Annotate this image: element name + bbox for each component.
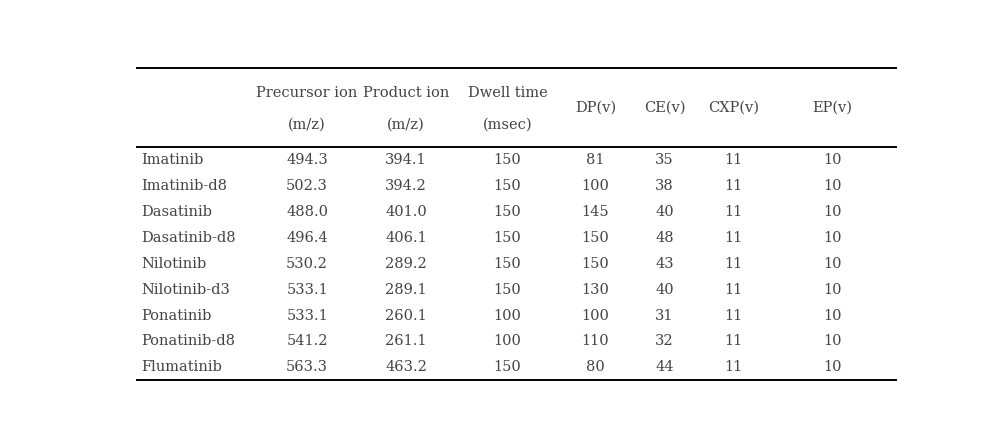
- Text: 260.1: 260.1: [385, 308, 427, 322]
- Text: 35: 35: [655, 153, 674, 167]
- Text: 31: 31: [655, 308, 674, 322]
- Text: 10: 10: [823, 153, 841, 167]
- Text: (m/z): (m/z): [387, 118, 425, 132]
- Text: 10: 10: [823, 179, 841, 193]
- Text: 289.2: 289.2: [385, 257, 427, 271]
- Text: Imatinib-d8: Imatinib-d8: [141, 179, 227, 193]
- Text: Ponatinib: Ponatinib: [141, 308, 212, 322]
- Text: 150: 150: [494, 257, 521, 271]
- Text: 494.3: 494.3: [286, 153, 328, 167]
- Text: 150: 150: [582, 231, 609, 245]
- Text: 11: 11: [724, 308, 742, 322]
- Text: 406.1: 406.1: [385, 231, 427, 245]
- Text: 150: 150: [494, 283, 521, 297]
- Text: 11: 11: [724, 335, 742, 349]
- Text: 502.3: 502.3: [286, 179, 328, 193]
- Text: 394.2: 394.2: [385, 179, 427, 193]
- Text: 496.4: 496.4: [286, 231, 328, 245]
- Text: 530.2: 530.2: [286, 257, 328, 271]
- Text: 10: 10: [823, 335, 841, 349]
- Text: 10: 10: [823, 257, 841, 271]
- Text: 150: 150: [494, 153, 521, 167]
- Text: Product ion: Product ion: [363, 86, 449, 100]
- Text: 463.2: 463.2: [385, 360, 427, 374]
- Text: 401.0: 401.0: [385, 205, 427, 219]
- Text: Nilotinib-d3: Nilotinib-d3: [141, 283, 230, 297]
- Text: CE(v): CE(v): [644, 100, 685, 114]
- Text: (m/z): (m/z): [288, 118, 326, 132]
- Text: EP(v): EP(v): [812, 100, 852, 114]
- Text: 11: 11: [724, 205, 742, 219]
- Text: 10: 10: [823, 283, 841, 297]
- Text: 11: 11: [724, 257, 742, 271]
- Text: CXP(v): CXP(v): [708, 100, 759, 114]
- Text: Dasatinib-d8: Dasatinib-d8: [141, 231, 236, 245]
- Text: Imatinib: Imatinib: [141, 153, 204, 167]
- Text: 145: 145: [582, 205, 609, 219]
- Text: 150: 150: [494, 205, 521, 219]
- Text: 150: 150: [582, 257, 609, 271]
- Text: 43: 43: [655, 257, 674, 271]
- Text: 150: 150: [494, 179, 521, 193]
- Text: 261.1: 261.1: [385, 335, 427, 349]
- Text: Ponatinib-d8: Ponatinib-d8: [141, 335, 235, 349]
- Text: 81: 81: [586, 153, 605, 167]
- Text: 394.1: 394.1: [385, 153, 427, 167]
- Text: 10: 10: [823, 231, 841, 245]
- Text: 10: 10: [823, 308, 841, 322]
- Text: 100: 100: [494, 335, 521, 349]
- Text: DP(v): DP(v): [575, 100, 616, 114]
- Text: Flumatinib: Flumatinib: [141, 360, 222, 374]
- Text: (msec): (msec): [483, 118, 532, 132]
- Text: 80: 80: [586, 360, 605, 374]
- Text: 100: 100: [581, 308, 609, 322]
- Text: 10: 10: [823, 205, 841, 219]
- Text: 38: 38: [655, 179, 674, 193]
- Text: 11: 11: [724, 360, 742, 374]
- Text: 150: 150: [494, 231, 521, 245]
- Text: 44: 44: [655, 360, 674, 374]
- Text: Dasatinib: Dasatinib: [141, 205, 212, 219]
- Text: 150: 150: [494, 360, 521, 374]
- Text: 130: 130: [581, 283, 609, 297]
- Text: Nilotinib: Nilotinib: [141, 257, 207, 271]
- Text: 11: 11: [724, 231, 742, 245]
- Text: Precursor ion: Precursor ion: [256, 86, 358, 100]
- Text: 11: 11: [724, 179, 742, 193]
- Text: Dwell time: Dwell time: [468, 86, 547, 100]
- Text: 563.3: 563.3: [286, 360, 328, 374]
- Text: 40: 40: [655, 205, 674, 219]
- Text: 11: 11: [724, 153, 742, 167]
- Text: 110: 110: [582, 335, 609, 349]
- Text: 289.1: 289.1: [385, 283, 427, 297]
- Text: 541.2: 541.2: [286, 335, 328, 349]
- Text: 40: 40: [655, 283, 674, 297]
- Text: 488.0: 488.0: [286, 205, 328, 219]
- Text: 100: 100: [581, 179, 609, 193]
- Text: 533.1: 533.1: [286, 283, 328, 297]
- Text: 533.1: 533.1: [286, 308, 328, 322]
- Text: 100: 100: [494, 308, 521, 322]
- Text: 48: 48: [655, 231, 674, 245]
- Text: 11: 11: [724, 283, 742, 297]
- Text: 32: 32: [655, 335, 674, 349]
- Text: 10: 10: [823, 360, 841, 374]
